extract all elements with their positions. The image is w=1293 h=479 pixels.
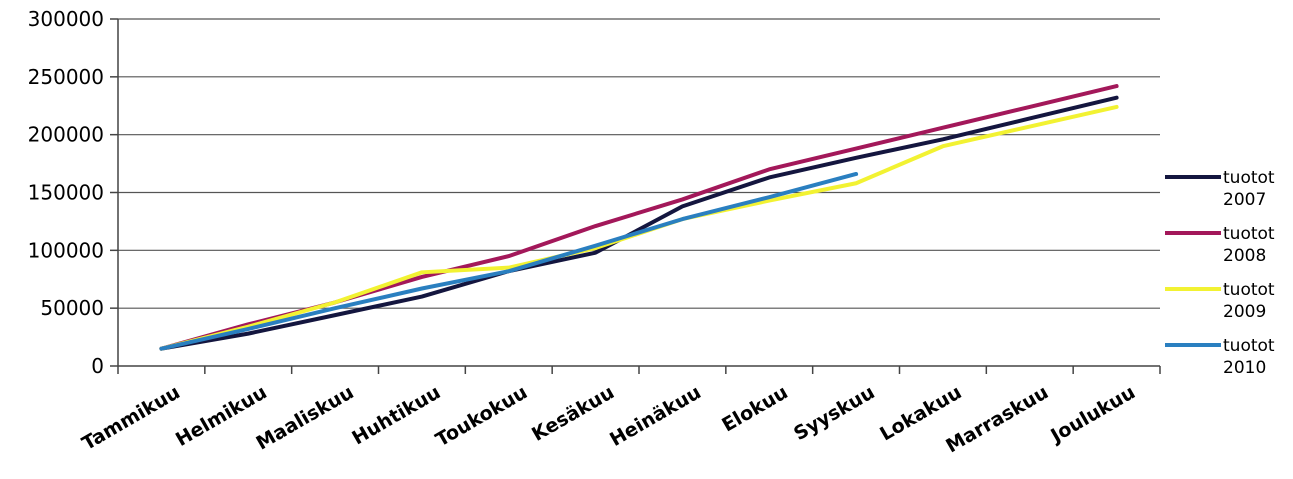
legend-label: tuotot bbox=[1223, 168, 1275, 188]
x-tick-label: Syyskuu bbox=[790, 381, 878, 445]
series-line-2010 bbox=[159, 171, 859, 351]
legend-label: tuotot bbox=[1223, 224, 1275, 244]
x-tick-label: Huhtikuu bbox=[348, 381, 444, 449]
legend-label-year: 2007 bbox=[1223, 190, 1266, 210]
legend-label-year: 2009 bbox=[1223, 302, 1266, 322]
grid-lines bbox=[118, 18, 1160, 309]
y-tick-label: 200000 bbox=[28, 123, 104, 147]
x-tick-label: Tammikuu bbox=[78, 381, 184, 455]
axes bbox=[110, 18, 1161, 374]
legend-label-year: 2010 bbox=[1223, 358, 1266, 378]
legend-label: tuotot bbox=[1223, 336, 1275, 356]
x-tick-label: Maaliskuu bbox=[253, 381, 358, 454]
y-tick-labels: 0 50000 100000 150000 200000 250000 300000 bbox=[28, 7, 104, 378]
y-tick-label: 50000 bbox=[40, 296, 104, 320]
x-tick-label: Elokuu bbox=[718, 381, 792, 436]
y-tick-label: 150000 bbox=[28, 181, 104, 205]
x-tick-label: Toukokuu bbox=[432, 381, 531, 451]
y-tick-label: 250000 bbox=[28, 65, 104, 89]
x-tick-labels: TammikuuHelmikuuMaaliskuuHuhtikuuToukoku… bbox=[78, 381, 1139, 457]
legend-label-year: 2008 bbox=[1223, 246, 1266, 266]
x-tick-label: Joulukuu bbox=[1045, 381, 1139, 448]
y-tick-label: 0 bbox=[91, 354, 104, 378]
y-tick-label: 100000 bbox=[28, 238, 104, 262]
series-line-2007 bbox=[159, 95, 1119, 351]
x-tick-label: Heinäkuu bbox=[606, 381, 705, 451]
y-tick-label: 300000 bbox=[28, 7, 104, 31]
series-lines bbox=[159, 84, 1119, 351]
legend-label: tuotot bbox=[1223, 280, 1275, 300]
x-tick-label: Kesäkuu bbox=[528, 381, 618, 446]
